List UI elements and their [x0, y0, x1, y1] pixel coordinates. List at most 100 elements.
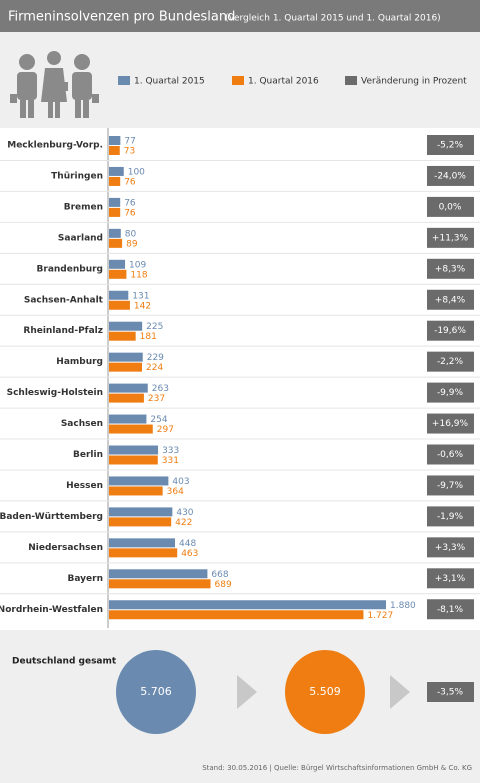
change-box — [427, 506, 474, 527]
bar — [109, 300, 130, 310]
people-icon — [10, 51, 99, 118]
category-label: Baden-Württemberg — [0, 512, 103, 522]
bar — [109, 176, 121, 186]
value-label: 224 — [146, 363, 163, 373]
bar — [109, 610, 364, 620]
value-label: 1.880 — [390, 601, 416, 611]
bar — [109, 414, 147, 424]
category-label: Bayern — [68, 574, 103, 584]
value-label: 364 — [167, 487, 184, 497]
bar — [109, 383, 148, 393]
bar — [109, 507, 173, 517]
change-box — [427, 475, 474, 496]
totals-label: Deutschland gesamt — [12, 657, 117, 667]
value-label: 430 — [176, 508, 193, 518]
bar — [109, 445, 159, 455]
bar — [109, 569, 208, 579]
category-label: Mecklenburg-Vorp. — [7, 141, 103, 151]
value-label: 297 — [157, 425, 174, 435]
value-label: 463 — [181, 549, 198, 559]
bar — [109, 207, 121, 217]
bar — [109, 146, 120, 155]
change-box — [427, 196, 474, 217]
category-label: Rheinland-Pfalz — [23, 326, 103, 336]
category-label: Schleswig-Holstein — [7, 388, 103, 398]
change-box — [427, 382, 474, 403]
value-label: 131 — [132, 291, 149, 301]
value-label: 73 — [124, 147, 135, 157]
change-label: -3,5% — [437, 688, 464, 698]
bar — [109, 476, 169, 486]
change-box — [427, 413, 474, 434]
legend-label: Veränderung in Prozent — [361, 77, 467, 87]
change-label: +16,9% — [432, 419, 469, 429]
change-box — [427, 258, 474, 279]
total-circle — [285, 650, 365, 734]
value-label: 448 — [179, 539, 196, 549]
change-label: +8,3% — [435, 264, 466, 274]
value-label: 118 — [130, 270, 147, 280]
change-box — [427, 682, 474, 702]
category-label: Thüringen — [51, 171, 103, 181]
value-label: 76 — [124, 208, 136, 218]
change-label: -5,2% — [437, 141, 464, 151]
bar — [109, 393, 144, 403]
legend-swatch — [118, 76, 130, 85]
change-box — [427, 227, 474, 248]
category-label: Sachsen — [61, 419, 103, 429]
change-label: 0,0% — [439, 202, 462, 212]
bar — [109, 259, 126, 269]
category-label: Saarland — [58, 233, 103, 243]
total-label: 5.509 — [309, 685, 341, 698]
value-label: 229 — [147, 353, 164, 363]
change-label: +3,3% — [435, 543, 466, 553]
chart-panel — [0, 128, 480, 630]
value-label: 76 — [124, 198, 136, 208]
value-label: 403 — [172, 477, 189, 487]
value-label: 100 — [128, 167, 145, 177]
change-box — [427, 289, 474, 310]
value-label: 1.727 — [367, 611, 393, 621]
change-box — [427, 135, 474, 155]
bar — [109, 269, 127, 279]
value-label: 181 — [140, 332, 157, 342]
bar — [109, 166, 124, 176]
category-label: Hamburg — [56, 357, 103, 367]
bar — [109, 517, 172, 527]
change-label: +11,3% — [432, 233, 469, 243]
legend-label: 1. Quartal 2015 — [134, 77, 205, 87]
bar — [109, 136, 121, 145]
category-label: Nordrhein-Westfalen — [0, 605, 103, 615]
change-box — [427, 165, 474, 186]
arrow — [390, 675, 410, 709]
change-label: -1,9% — [437, 512, 464, 522]
arrow — [237, 675, 257, 709]
category-label: Brandenburg — [37, 264, 103, 274]
category-label: Bremen — [64, 202, 103, 212]
bar — [109, 228, 121, 238]
value-label: 109 — [129, 260, 146, 270]
value-label: 333 — [162, 446, 179, 456]
change-label: +3,1% — [435, 574, 466, 584]
change-box — [427, 351, 474, 372]
legend-label: 1. Quartal 2016 — [248, 77, 319, 87]
value-label: 77 — [124, 137, 135, 147]
title-bar — [0, 0, 480, 32]
bar — [109, 362, 143, 372]
change-box — [427, 568, 474, 589]
bar — [109, 290, 129, 300]
total-circle — [116, 650, 196, 734]
bar — [109, 424, 153, 434]
bar — [109, 455, 158, 465]
bar — [109, 486, 163, 496]
change-label: -0,6% — [437, 450, 464, 460]
bar — [109, 352, 143, 362]
category-label: Hessen — [66, 481, 103, 491]
bar — [109, 197, 121, 207]
legend-swatch — [232, 76, 244, 85]
value-label: 689 — [215, 580, 232, 590]
change-box — [427, 320, 474, 341]
change-label: +8,4% — [435, 295, 466, 305]
change-box — [427, 537, 474, 558]
